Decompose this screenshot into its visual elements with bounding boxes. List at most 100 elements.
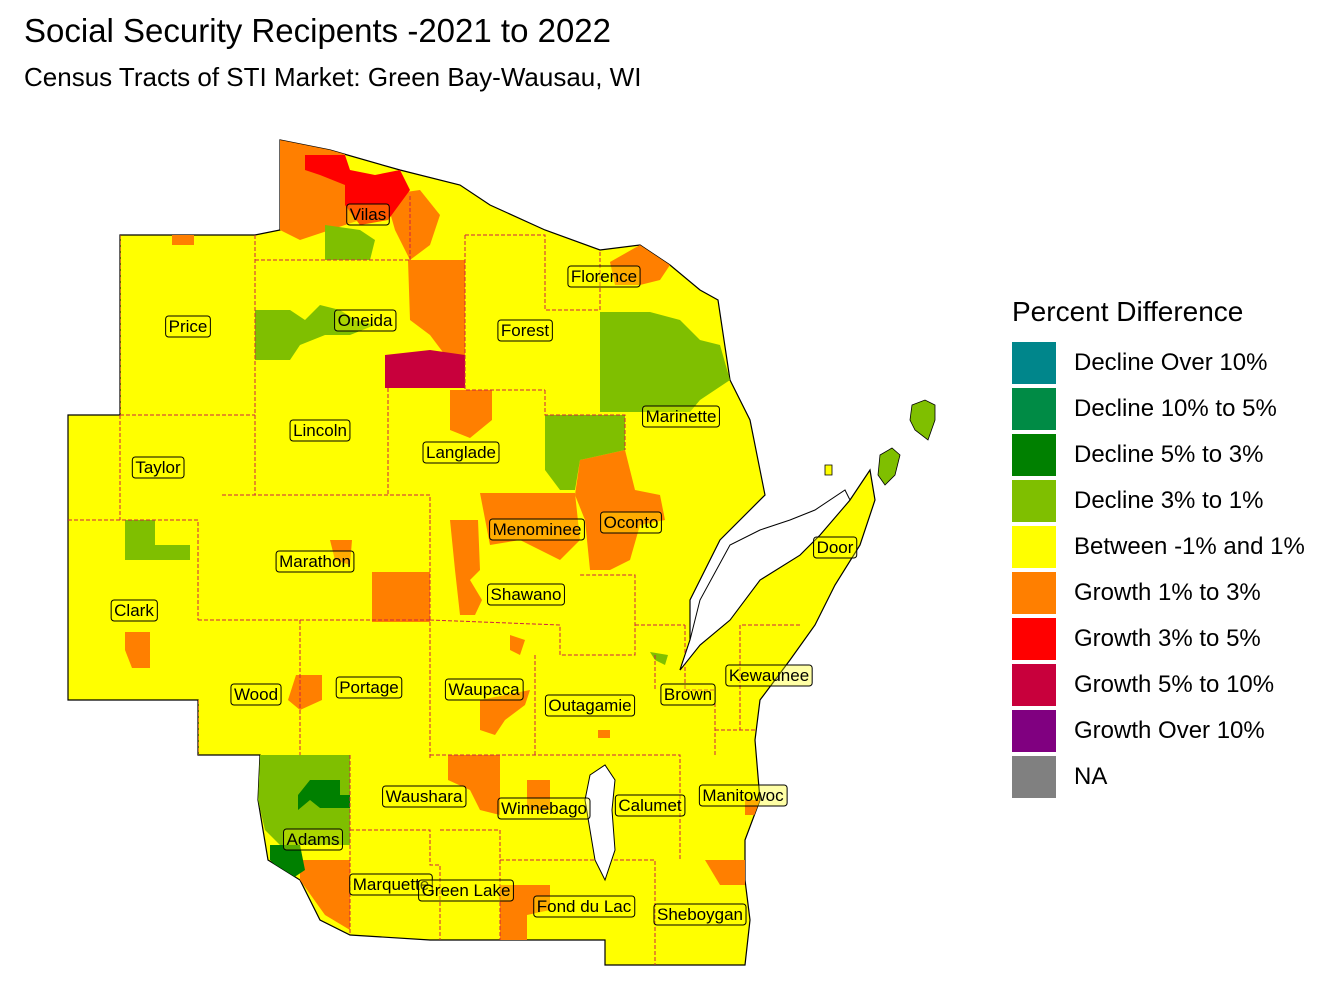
county-label-oneida: Oneida [334, 309, 397, 332]
county-label-vilas: Vilas [346, 203, 390, 226]
county-label-box [283, 828, 343, 851]
legend-swatch [1012, 710, 1056, 752]
choropleth-map: Vilas Florence Price Oneida Forest Marinette L… [67, 139, 936, 966]
county-label-kewaunee: Kewaunee [725, 664, 813, 687]
county-label-box [600, 511, 662, 534]
legend-item: Between -1% and 1% [1012, 524, 1305, 570]
county-label-text: Marinette [646, 407, 717, 426]
county-label-wood: Wood [230, 683, 282, 706]
county-label-brown: Brown [660, 683, 716, 706]
county-label-text: Adams [287, 830, 340, 849]
map-subtitle: Census Tracts of STI Market: Green Bay-W… [24, 62, 642, 92]
county-label-box [110, 599, 158, 622]
county-label-box [813, 536, 858, 559]
county-label-box [422, 441, 500, 464]
legend-label: Growth 5% to 10% [1074, 671, 1275, 698]
county-label-outagamie: Outagamie [544, 694, 636, 717]
county-borders [68, 195, 800, 965]
county-label-text: Manitowoc [702, 786, 784, 805]
county-label-price: Price [165, 315, 211, 338]
county-label-box [497, 797, 591, 820]
legend-item: Decline Over 10% [1012, 340, 1305, 386]
county-label-box [230, 683, 282, 706]
county-label-text: Lincoln [293, 421, 347, 440]
legend-label: Growth 1% to 3% [1074, 579, 1261, 606]
legend-label: Decline 5% to 3% [1074, 441, 1264, 468]
county-label-lincoln: Lincoln [289, 419, 351, 442]
county-label-langlade: Langlade [422, 441, 500, 464]
county-label-text: Brown [664, 685, 712, 704]
county-label-box [418, 879, 514, 902]
county-label-box [334, 309, 397, 332]
legend-item: Growth 3% to 5% [1012, 616, 1305, 662]
legend-item: Decline 3% to 1% [1012, 478, 1305, 524]
map-title: Social Security Recipents -2021 to 2022 [24, 12, 612, 49]
legend-label: NA [1074, 763, 1108, 790]
legend-label: Growth Over 10% [1074, 717, 1265, 744]
tracts-growth-5-10 [385, 350, 465, 388]
county-label-text: Langlade [426, 443, 496, 462]
legend: Percent Difference Decline Over 10% Decli… [1012, 296, 1305, 800]
legend-label: Growth 3% to 5% [1074, 625, 1261, 652]
county-label-text: Florence [571, 267, 637, 286]
county-label-text: Sheboygan [657, 905, 743, 924]
legend-item: NA [1012, 754, 1305, 800]
county-label-text: Oconto [604, 513, 659, 532]
county-label-box [614, 794, 686, 817]
legend-swatch [1012, 664, 1056, 706]
county-label-text: Green Lake [422, 881, 511, 900]
county-label-text: Oneida [338, 311, 393, 330]
legend-swatch [1012, 434, 1056, 476]
county-label-box [335, 676, 403, 699]
county-label-box [275, 550, 355, 573]
county-label-box [497, 319, 553, 342]
county-label-text: Waushara [386, 787, 463, 806]
legend-item: Growth Over 10% [1012, 708, 1305, 754]
county-label-box [489, 518, 585, 541]
county-label-door: Door [813, 536, 858, 559]
legend-swatch [1012, 480, 1056, 522]
county-label-portage: Portage [335, 676, 403, 699]
county-label-manitowoc: Manitowoc [698, 784, 788, 807]
county-label-text: Calumet [618, 796, 682, 815]
tracts-decline-3-5 [270, 780, 350, 880]
legend-swatch [1012, 618, 1056, 660]
tracts-growth-3-5 [305, 155, 410, 225]
county-label-text: Vilas [350, 205, 387, 224]
lake-winnebago [584, 764, 616, 882]
legend-label: Between -1% and 1% [1074, 533, 1305, 560]
county-label-text: Winnebago [501, 799, 587, 818]
county-label-text: Marquette [353, 875, 430, 894]
county-label-box [289, 419, 351, 442]
county-label-calumet: Calumet [614, 794, 686, 817]
county-label-text: Taylor [135, 458, 181, 477]
county-label-fond-du-lac: Fond du Lac [533, 895, 636, 918]
county-label-winnebago: Winnebago [497, 797, 591, 820]
county-label-text: Fond du Lac [537, 897, 632, 916]
county-label-box [444, 678, 524, 701]
county-label-text: Outagamie [548, 696, 631, 715]
county-label-box [725, 664, 813, 687]
legend-swatch [1012, 388, 1056, 430]
legend-swatch [1012, 756, 1056, 798]
legend-title: Percent Difference [1012, 296, 1244, 327]
county-label-marinette: Marinette [642, 405, 720, 428]
county-label-box [660, 683, 716, 706]
county-label-box [165, 315, 211, 338]
legend-swatch [1012, 342, 1056, 384]
county-label-box [698, 784, 788, 807]
legend-item: Decline 5% to 3% [1012, 432, 1305, 478]
county-label-sheboygan: Sheboygan [653, 903, 747, 926]
county-label-waushara: Waushara [382, 785, 467, 808]
legend-label: Decline 3% to 1% [1074, 487, 1264, 514]
county-label-taylor: Taylor [131, 456, 185, 479]
county-label-florence: Florence [567, 265, 641, 288]
county-label-text: Forest [501, 321, 549, 340]
county-label-box [349, 873, 433, 896]
tracts-growth-1-3 [125, 140, 760, 940]
county-label-box [533, 895, 636, 918]
county-label-forest: Forest [497, 319, 553, 342]
county-label-menominee: Menominee [489, 518, 585, 541]
legend-swatch [1012, 572, 1056, 614]
county-label-text: Price [169, 317, 208, 336]
